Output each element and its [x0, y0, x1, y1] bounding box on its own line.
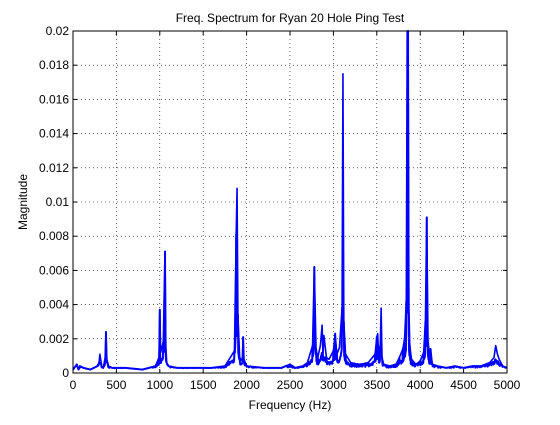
x-tick-labels: 0 500 1000 1500 2000 2500 3000 3500 4000 4500 5000	[70, 378, 521, 392]
x-tick-label: 3500	[363, 378, 390, 392]
x-tick-label: 1500	[190, 378, 217, 392]
y-tick-label: 0.018	[39, 58, 69, 72]
x-tick-label: 1000	[146, 378, 173, 392]
x-tick-label: 3000	[320, 378, 347, 392]
y-axis-label: Magnitude	[16, 174, 30, 230]
chart-title: Freq. Spectrum for Ryan 20 Hole Ping Tes…	[176, 11, 405, 25]
series-peak-line	[72, 30, 508, 371]
y-tick-label: 0.006	[39, 263, 69, 277]
series-layer	[72, 30, 508, 371]
y-tick-label: 0.02	[46, 24, 70, 38]
x-tick-label: 4500	[450, 378, 477, 392]
x-tick-label: 2000	[233, 378, 260, 392]
y-tick-label: 0	[62, 366, 69, 380]
y-tick-label: 0.014	[39, 127, 69, 141]
x-tick-label: 2500	[277, 378, 304, 392]
tick-marks	[72, 30, 508, 374]
x-tick-label: 0	[70, 378, 77, 392]
x-tick-label: 500	[106, 378, 126, 392]
y-tick-label: 0.004	[39, 298, 69, 312]
y-tick-label: 0.01	[46, 195, 70, 209]
x-tick-label: 5000	[494, 378, 521, 392]
y-tick-label: 0.002	[39, 332, 69, 346]
x-axis-label: Frequency (Hz)	[249, 398, 332, 412]
y-tick-labels: 0 0.002 0.004 0.006 0.008 0.01 0.012 0.014 0.016…	[39, 24, 69, 380]
y-tick-label: 0.008	[39, 229, 69, 243]
grid-lines	[73, 31, 507, 373]
y-tick-label: 0.012	[39, 161, 69, 175]
x-tick-label: 4000	[407, 378, 434, 392]
y-tick-label: 0.016	[39, 92, 69, 106]
